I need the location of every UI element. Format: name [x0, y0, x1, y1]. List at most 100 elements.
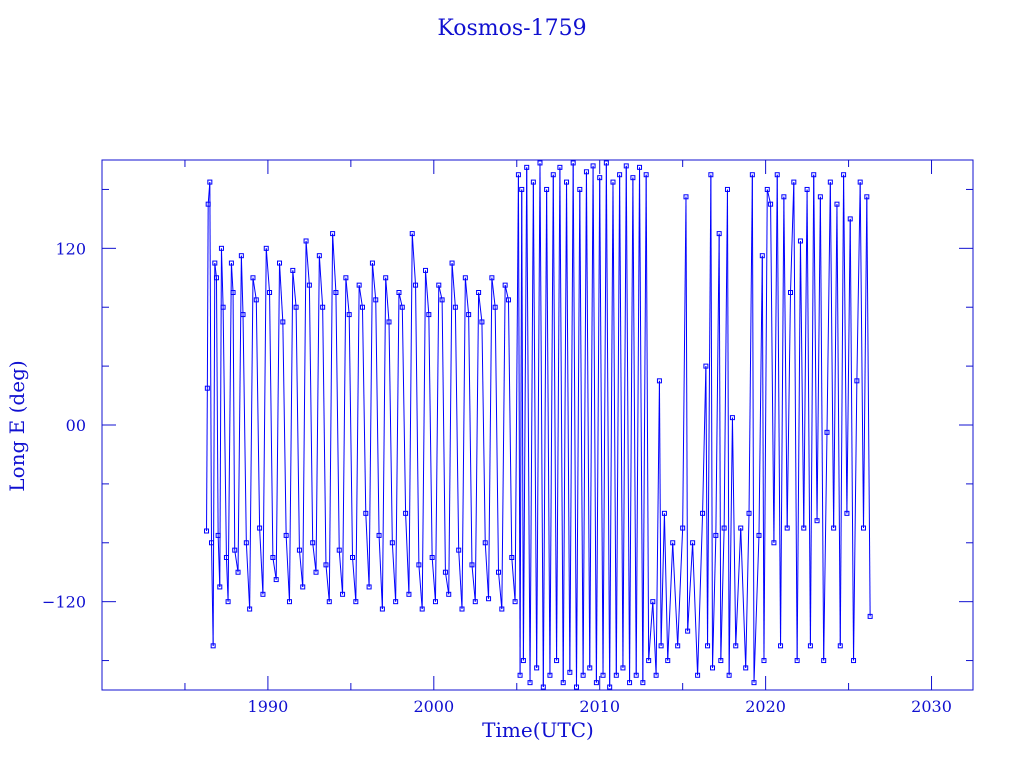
- series-segment: [355, 285, 360, 602]
- data-point: [646, 658, 652, 664]
- data-point: [492, 304, 498, 310]
- data-point: [620, 665, 626, 671]
- data-point: [713, 532, 719, 538]
- data-point: [283, 532, 289, 538]
- data-point: [656, 378, 662, 384]
- data-point: [300, 584, 306, 590]
- series-segment: [658, 380, 662, 646]
- series-segment: [298, 550, 304, 587]
- series-segment: [345, 277, 350, 315]
- data-point: [817, 194, 823, 200]
- series-segment: [635, 167, 641, 676]
- data-point: [270, 555, 276, 560]
- series-segment: [645, 174, 650, 661]
- data-point: [540, 684, 546, 690]
- data-point: [630, 175, 636, 181]
- data-point: [593, 680, 599, 686]
- series-segment: [672, 542, 679, 646]
- data-point: [567, 669, 573, 675]
- series-segment: [381, 277, 387, 610]
- data-point: [675, 643, 681, 649]
- series-segment: [521, 189, 524, 661]
- series-segment: [843, 174, 848, 514]
- data-point: [627, 680, 633, 686]
- data-point: [373, 297, 379, 303]
- data-point: [547, 672, 553, 678]
- series-segment: [262, 248, 267, 595]
- data-point: [320, 304, 326, 310]
- data-point: [683, 194, 689, 200]
- data-point: [831, 525, 837, 531]
- series-segment: [753, 535, 760, 683]
- data-point: [247, 606, 253, 612]
- data-point: [577, 186, 583, 192]
- series-segment: [648, 601, 654, 661]
- data-point: [610, 179, 616, 185]
- series-segment: [428, 314, 433, 558]
- series-segment: [315, 255, 320, 573]
- series-segment: [735, 528, 742, 646]
- series-segment: [234, 550, 239, 573]
- data-point: [230, 290, 236, 295]
- series-segment: [705, 366, 709, 646]
- data-point: [837, 643, 843, 649]
- series-segment: [615, 174, 621, 676]
- series-segment: [431, 557, 436, 602]
- data-point: [867, 613, 873, 619]
- data-point: [205, 201, 211, 207]
- data-point: [749, 172, 755, 178]
- data-point: [225, 599, 231, 605]
- chart-title: Kosmos-1759: [437, 16, 587, 41]
- x-axis-label: Time(UTC): [482, 718, 594, 742]
- data-point: [419, 606, 425, 612]
- series-segment: [478, 292, 483, 323]
- series-segment: [361, 307, 367, 514]
- series-segment: [215, 277, 219, 536]
- data-point: [273, 577, 279, 583]
- series-segment: [408, 233, 413, 595]
- series-segment: [667, 542, 674, 661]
- series-segment: [491, 277, 496, 308]
- series-segment: [813, 174, 818, 521]
- series-segment: [655, 380, 660, 676]
- data-point: [807, 643, 813, 649]
- series-segment: [385, 277, 390, 322]
- data-point: [718, 658, 724, 664]
- data-point: [637, 164, 643, 170]
- series-segment: [471, 564, 476, 602]
- data-point: [733, 643, 739, 649]
- series-segment: [682, 196, 687, 529]
- series-segment: [677, 528, 684, 646]
- series-segment: [609, 182, 614, 688]
- series-segment: [748, 174, 753, 514]
- series-segment: [209, 182, 212, 543]
- data-point: [413, 282, 419, 288]
- series-segment: [308, 285, 314, 543]
- data-point: [557, 164, 563, 170]
- data-point: [218, 245, 224, 251]
- series-segment: [599, 177, 604, 676]
- data-point: [751, 680, 757, 686]
- series-segment: [853, 380, 858, 661]
- series-segment: [434, 285, 440, 602]
- series-segment: [474, 292, 480, 602]
- series-segment: [707, 174, 712, 646]
- data-point: [306, 282, 312, 288]
- data-point: [250, 275, 256, 281]
- data-point: [509, 555, 515, 560]
- data-point: [466, 312, 472, 318]
- data-point: [570, 160, 576, 166]
- series-segment: [796, 240, 801, 661]
- data-point: [791, 179, 797, 185]
- series-segment: [780, 196, 785, 646]
- series-segment: [252, 277, 257, 300]
- data-point: [534, 665, 540, 671]
- data-point: [834, 201, 840, 207]
- series-segment: [702, 366, 707, 514]
- data-point: [232, 547, 238, 553]
- data-point: [210, 643, 216, 649]
- data-point: [847, 216, 853, 222]
- series-segment: [740, 528, 747, 668]
- x-tick-label: 2020: [745, 697, 786, 716]
- data-point: [217, 584, 223, 590]
